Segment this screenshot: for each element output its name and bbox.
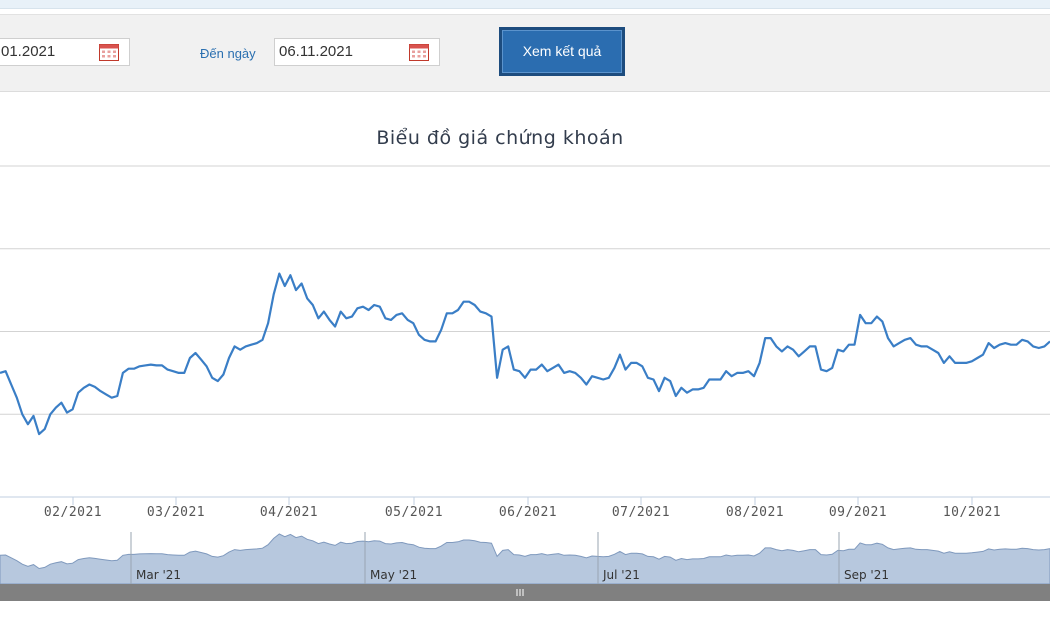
x-tick-label: 09/2021 (829, 505, 887, 520)
calendar-icon[interactable] (99, 43, 119, 61)
navigator-area (0, 533, 1050, 585)
to-date-value: 06.11.2021 (279, 43, 353, 60)
gridlines (0, 165, 1050, 498)
to-date-label: Đến ngày (200, 46, 256, 61)
x-tick-label: 08/2021 (726, 505, 784, 520)
submit-button[interactable]: Xem kết quả (499, 27, 625, 76)
x-tick-label: 07/2021 (612, 505, 670, 520)
from-date-value: 01.2021 (1, 43, 56, 60)
chart-title: Biểu đồ giá chứng khoán (376, 127, 624, 149)
series-line (0, 272, 1050, 436)
x-tick-label: 03/2021 (147, 505, 205, 520)
x-axis-ticks (72, 497, 973, 505)
submit-button-label: Xem kết quả (502, 30, 622, 73)
calendar-icon[interactable] (409, 43, 429, 61)
x-axis-labels: 02/2021 03/2021 04/2021 05/2021 06/2021 07/20… (44, 505, 1001, 520)
navigator-label: Sep '21 (844, 568, 889, 582)
navigator-scrollbar (0, 584, 1050, 601)
to-date-input[interactable]: 06.11.2021 (274, 38, 440, 66)
navigator-label: Jul '21 (602, 568, 640, 582)
navigator-label: Mar '21 (136, 568, 181, 582)
x-tick-label: 10/2021 (943, 505, 1001, 520)
x-tick-label: 05/2021 (385, 505, 443, 520)
scrollbar-thumb[interactable] (0, 584, 1050, 601)
navigator: Mar '21 May '21 Jul '21 Sep '21 (0, 532, 1050, 585)
x-tick-label: 04/2021 (260, 505, 318, 520)
x-tick-label: 02/2021 (44, 505, 102, 520)
price-series-line (0, 272, 1050, 436)
x-tick-label: 06/2021 (499, 505, 557, 520)
top-strip (0, 0, 1050, 9)
grip-icon (516, 589, 524, 596)
from-date-input[interactable]: 01.2021 (0, 38, 130, 66)
navigator-label: May '21 (370, 568, 417, 582)
